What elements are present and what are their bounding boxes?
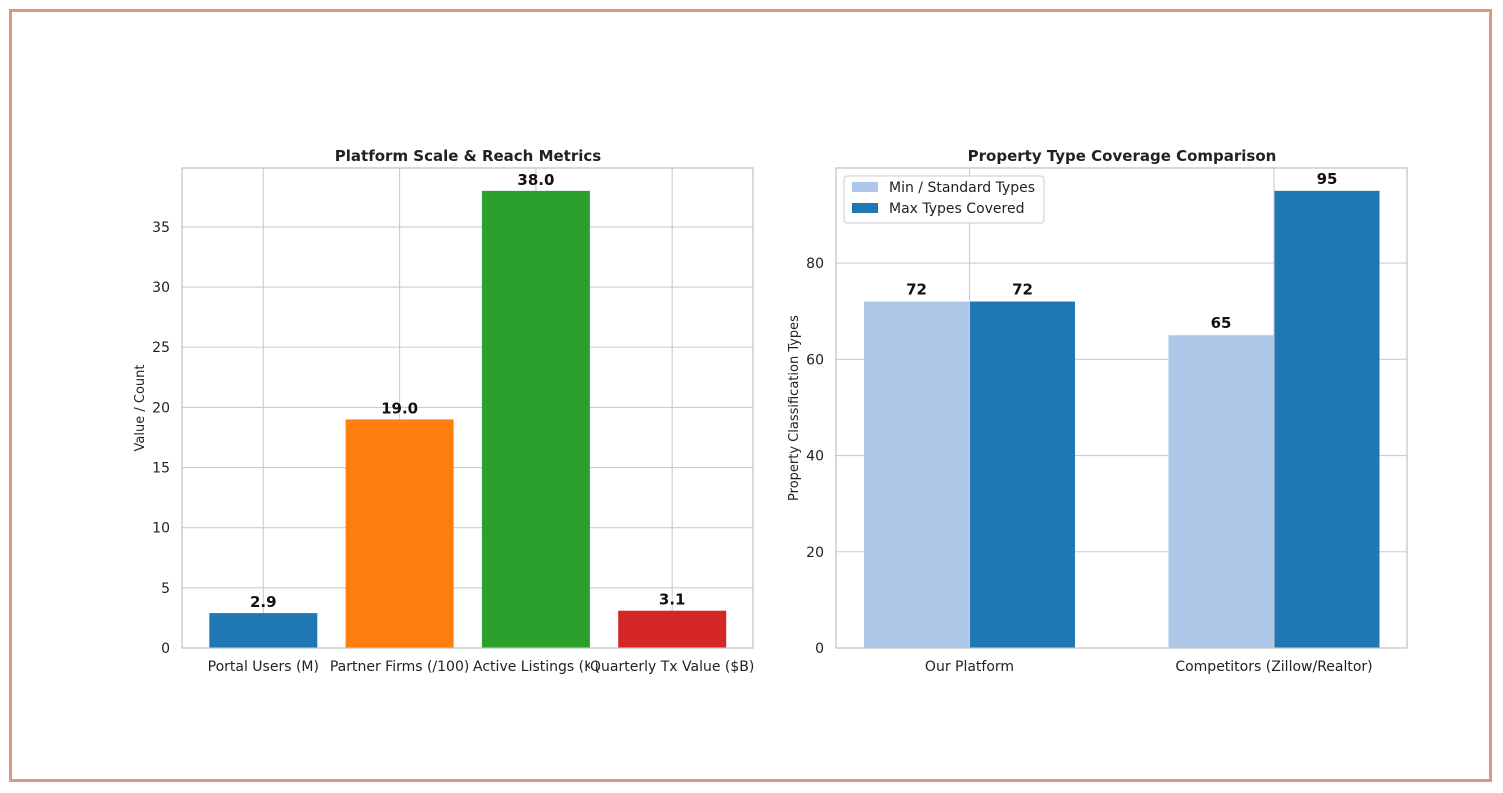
chart-right-title: Property Type Coverage Comparison bbox=[968, 147, 1277, 165]
xtick-label: Competitors (Zillow/Realtor) bbox=[1175, 659, 1372, 675]
bar-max-covered bbox=[1274, 190, 1380, 648]
xtick-label: Quarterly Tx Value ($B) bbox=[590, 659, 754, 675]
chart-right-ylabel: Property Classification Types bbox=[787, 315, 802, 501]
chart-right-plot-frame bbox=[835, 167, 1408, 649]
legend-label-min-standard: Min / Standard Types bbox=[889, 180, 1035, 196]
data-label: 72 bbox=[1012, 281, 1033, 299]
ytick-label: 0 bbox=[161, 641, 170, 657]
figure-frame bbox=[9, 9, 1492, 782]
ytick-label: 20 bbox=[152, 400, 170, 416]
data-label: 95 bbox=[1317, 170, 1338, 188]
bar-max-covered bbox=[970, 301, 1075, 648]
chart-left-bars bbox=[209, 190, 727, 648]
xtick-label: Partner Firms (/100) bbox=[330, 659, 470, 675]
data-label: 2.9 bbox=[250, 593, 277, 611]
bar-min-standard bbox=[1168, 335, 1274, 648]
legend-label-max-covered: Max Types Covered bbox=[889, 201, 1024, 217]
chart-right-xticks: Our Platform Competitors (Zillow/Realtor) bbox=[925, 659, 1373, 675]
bar bbox=[618, 610, 727, 648]
legend-swatch-min-standard bbox=[852, 182, 878, 192]
chart-left-xticks: Portal Users (M) Partner Firms (/100) Acti… bbox=[208, 656, 754, 676]
chart-left-plot-frame bbox=[181, 167, 754, 649]
chart-left-data-labels: 2.9 19.0 38.0 3.1 bbox=[250, 171, 685, 611]
data-label: 3.1 bbox=[659, 591, 686, 609]
data-label: 72 bbox=[906, 281, 927, 299]
legend-box bbox=[843, 175, 1045, 224]
bar bbox=[345, 419, 454, 648]
chart-right-yticks: 0 20 40 60 80 bbox=[806, 256, 824, 657]
chart-left-gridlines bbox=[182, 168, 753, 649]
xtick-label: Our Platform bbox=[925, 659, 1014, 675]
data-label: 65 bbox=[1211, 314, 1232, 332]
ytick-label: 0 bbox=[815, 641, 824, 657]
bar bbox=[209, 613, 318, 648]
xtick-label: Portal Users (M) bbox=[208, 659, 319, 675]
chart-right-bars bbox=[864, 190, 1380, 648]
ytick-label: 80 bbox=[806, 256, 824, 272]
chart-left: Platform Scale & Reach Metrics Value / C… bbox=[133, 147, 754, 676]
ytick-label: 25 bbox=[152, 340, 170, 356]
label-overlap-mask bbox=[590, 656, 596, 676]
ytick-label: 10 bbox=[152, 521, 170, 537]
ytick-label: 35 bbox=[152, 220, 170, 236]
ytick-label: 30 bbox=[152, 280, 170, 296]
legend-swatch-max-covered bbox=[852, 203, 878, 213]
data-label: 38.0 bbox=[517, 171, 554, 189]
ytick-label: 60 bbox=[806, 352, 824, 368]
bar bbox=[481, 190, 590, 648]
ytick-label: 20 bbox=[806, 545, 824, 561]
chart-left-yticks: 0 5 10 15 20 25 30 35 bbox=[152, 220, 170, 657]
data-label: 19.0 bbox=[381, 399, 418, 417]
ytick-label: 40 bbox=[806, 449, 824, 465]
xtick-label: Active Listings (K) bbox=[473, 659, 599, 675]
chart-right-data-labels: 72 65 72 95 bbox=[906, 170, 1337, 332]
bar-min-standard bbox=[864, 301, 969, 648]
chart-left-title: Platform Scale & Reach Metrics bbox=[335, 147, 602, 165]
chart-left-ylabel: Value / Count bbox=[133, 365, 148, 452]
chart-right-legend: Min / Standard Types Max Types Covered bbox=[843, 175, 1045, 224]
ytick-label: 5 bbox=[161, 581, 170, 597]
chart-right: Property Type Coverage Comparison Proper… bbox=[787, 147, 1408, 675]
ytick-label: 15 bbox=[152, 461, 170, 477]
